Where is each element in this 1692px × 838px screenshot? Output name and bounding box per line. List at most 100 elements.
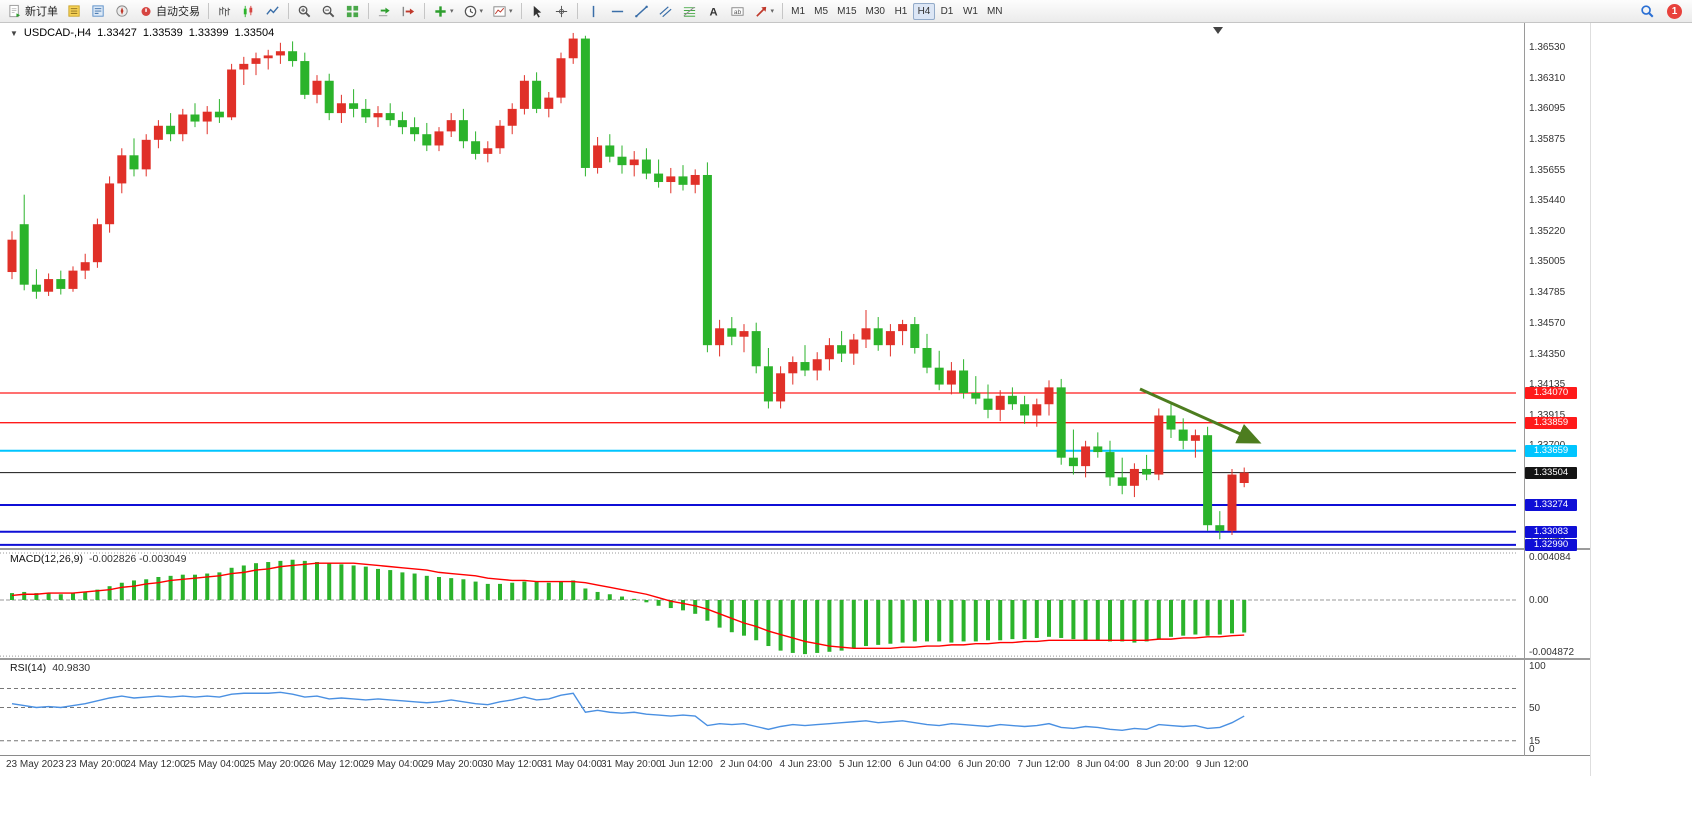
toolbar-separator — [576, 3, 578, 19]
candlestick-chart-button[interactable] — [237, 2, 260, 21]
time-axis-label: 29 May 20:00 — [422, 759, 484, 770]
hline-price-label: 1.33083 — [1525, 525, 1577, 538]
zoom-in-icon — [297, 4, 312, 19]
time-axis-label: 4 Jun 23:00 — [779, 759, 832, 770]
panel-separator[interactable] — [0, 658, 1590, 660]
arrows-icon — [754, 4, 769, 19]
timeframe-m1-button[interactable]: M1 — [791, 5, 806, 17]
time-axis-label: 23 May 2023 — [6, 759, 64, 770]
chart-shift-icon — [401, 4, 416, 19]
time-axis-label: 29 May 04:00 — [363, 759, 424, 770]
crosshair-icon — [554, 4, 569, 19]
equidistant-channel-button[interactable] — [654, 2, 677, 21]
rsi-chart-canvas[interactable] — [0, 660, 1524, 755]
macd-indicator-label: MACD(12,26,9) -0.002826 -0.003049 — [10, 553, 186, 565]
chart-menu-icon[interactable]: ▼ — [10, 28, 18, 38]
crosshair-button[interactable] — [550, 2, 573, 21]
macd-values: -0.002826 -0.003049 — [88, 553, 187, 565]
cursor-button[interactable] — [526, 2, 549, 21]
bar-chart-icon — [217, 4, 232, 19]
price-tick-label: 1.35440 — [1529, 195, 1566, 207]
text-button[interactable]: A — [702, 2, 725, 21]
zoom-out-button[interactable] — [317, 2, 340, 21]
periods-button[interactable]: ▾ — [459, 2, 488, 21]
panel-separator[interactable] — [0, 548, 1590, 550]
auto-scroll-button[interactable] — [373, 2, 396, 21]
trendline-icon — [634, 4, 649, 19]
auto-scroll-icon — [377, 4, 392, 19]
dropdown-caret-icon: ▾ — [479, 8, 484, 15]
line-chart-button[interactable] — [261, 2, 284, 21]
periods-icon — [463, 4, 478, 19]
arrows-button[interactable]: ▾ — [750, 2, 779, 21]
rsi-value: 40.9830 — [52, 662, 91, 674]
navigator-button[interactable] — [111, 2, 134, 21]
timeframe-w1-button[interactable]: W1 — [962, 5, 978, 17]
timeframe-mn-button[interactable]: MN — [986, 5, 1003, 17]
tile-windows-button[interactable] — [341, 2, 364, 21]
chart-shift-button[interactable] — [397, 2, 420, 21]
toolbar-separator — [782, 3, 784, 19]
new-order-label: 新订单 — [25, 6, 58, 18]
chart-low-value: 1.33399 — [188, 27, 229, 39]
price-chart-canvas[interactable] — [0, 23, 1524, 548]
toolbar-separator — [288, 3, 289, 19]
fibonacci-icon — [682, 4, 697, 19]
vertical-line-button[interactable] — [582, 2, 605, 21]
price-tick-label: 1.36095 — [1529, 103, 1566, 115]
time-axis-label: 1 Jun 12:00 — [660, 759, 713, 770]
hline-price-label: 1.33504 — [1525, 466, 1577, 479]
text-label-button[interactable]: ab — [726, 2, 749, 21]
timeframe-m30-button[interactable]: M30 — [865, 5, 885, 17]
trend-arrow-annotation — [1139, 387, 1262, 444]
time-axis-label: 30 May 12:00 — [482, 759, 543, 770]
data-window-icon — [91, 4, 106, 19]
time-axis[interactable]: 23 May 2023 23 May 20:00 24 May 12:00 25 Ma… — [0, 757, 1560, 774]
indicators-icon — [433, 4, 448, 19]
toolbar-separator — [368, 3, 369, 19]
trendline-button[interactable] — [630, 2, 653, 21]
rsi-indicator-label: RSI(14) 40.9830 — [10, 662, 90, 674]
timeframe-h4-button[interactable]: H4 — [912, 2, 935, 20]
zoom-in-button[interactable] — [293, 2, 316, 21]
bar-chart-button[interactable] — [213, 2, 236, 21]
hline-price-label: 1.33859 — [1525, 416, 1577, 429]
cursor-icon — [530, 4, 545, 19]
chart-window-border — [1590, 23, 1591, 776]
timeframe-m5-button[interactable]: M5 — [814, 5, 829, 17]
time-axis-label: 31 May 20:00 — [601, 759, 662, 770]
search-button[interactable] — [1636, 2, 1659, 21]
search-icon — [1640, 4, 1655, 19]
dropdown-caret-icon: ▾ — [450, 8, 454, 15]
new-order-button[interactable]: 新订单 — [4, 2, 62, 21]
chart-high-value: 1.33539 — [142, 27, 183, 39]
price-tick-label: 1.35005 — [1529, 256, 1566, 268]
rsi-tick-label: 15 — [1529, 735, 1541, 747]
notification-badge[interactable]: 1 — [1667, 3, 1682, 19]
market-watch-button[interactable] — [63, 2, 86, 21]
macd-chart-canvas[interactable] — [0, 551, 1524, 658]
time-axis-label: 5 Jun 12:00 — [839, 759, 892, 770]
templates-button[interactable]: ▾ — [488, 2, 517, 21]
chart-open-value: 1.33427 — [97, 27, 137, 39]
equidistant-channel-icon — [658, 4, 673, 19]
timeframe-d1-button[interactable]: D1 — [940, 5, 954, 17]
macd-signal-line — [11, 562, 1245, 650]
zoom-out-icon — [321, 4, 336, 19]
data-window-button[interactable] — [87, 2, 110, 21]
chart-shift-marker — [1213, 27, 1223, 34]
price-tick-label: 1.34785 — [1529, 287, 1566, 299]
time-axis-label: 8 Jun 20:00 — [1136, 759, 1189, 770]
dropdown-caret-icon: ▾ — [770, 8, 775, 15]
indicators-button[interactable]: ▾ — [429, 2, 458, 21]
timeframe-m15-button[interactable]: M15 — [837, 5, 857, 17]
autotrading-button[interactable]: 自动交易 — [135, 2, 204, 21]
price-tick-label: 1.36530 — [1529, 42, 1566, 53]
horizontal-line-button[interactable] — [606, 2, 629, 21]
time-axis-label: 26 May 12:00 — [303, 759, 365, 770]
timeframe-h1-button[interactable]: H1 — [894, 5, 908, 17]
chart-close-value: 1.33504 — [234, 27, 275, 39]
fibonacci-button[interactable] — [678, 2, 701, 21]
toolbar-separator — [208, 3, 209, 19]
